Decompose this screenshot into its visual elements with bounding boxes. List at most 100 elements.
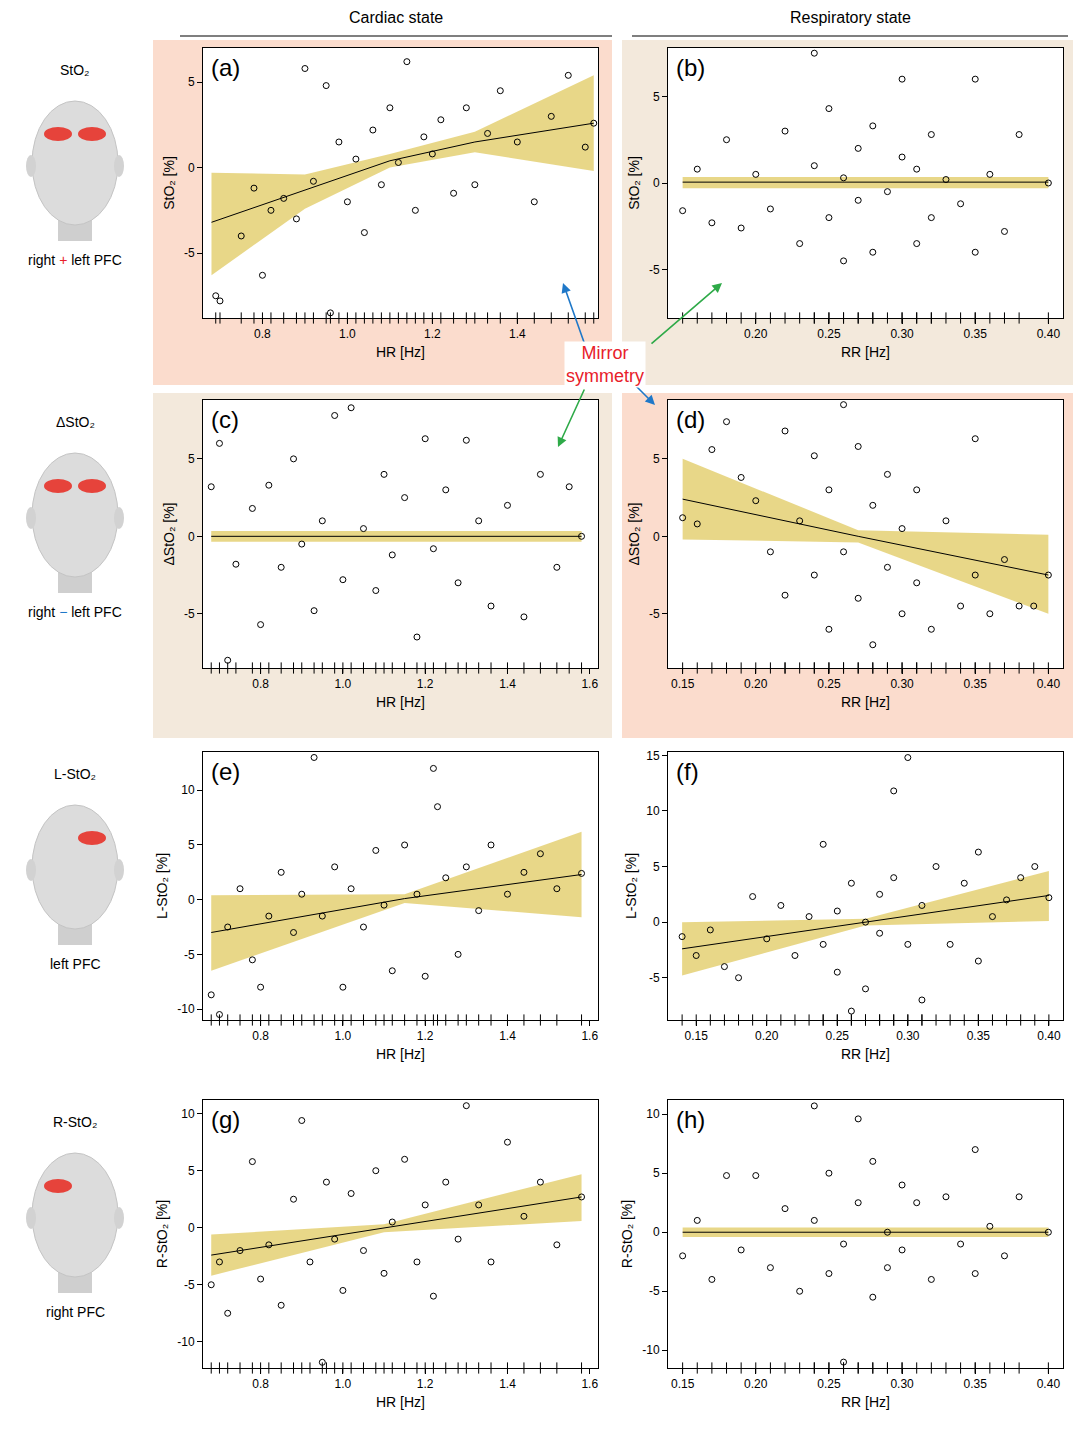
svg-text:-5: -5	[649, 1284, 660, 1298]
svg-text:(a): (a)	[211, 54, 240, 81]
svg-text:R-StO₂ [%]: R-StO₂ [%]	[154, 1200, 170, 1268]
svg-text:1.0: 1.0	[339, 327, 356, 341]
svg-text:HR [Hz]: HR [Hz]	[376, 344, 425, 360]
svg-text:1.0: 1.0	[335, 1029, 352, 1043]
svg-text:R-StO₂: R-StO₂	[53, 1114, 97, 1130]
svg-text:right − left PFC: right − left PFC	[28, 604, 122, 620]
svg-text:0.15: 0.15	[671, 1377, 695, 1391]
svg-text:0.25: 0.25	[817, 1377, 841, 1391]
svg-text:0.30: 0.30	[890, 677, 914, 691]
svg-text:ΔStO₂ [%]: ΔStO₂ [%]	[161, 502, 177, 565]
svg-text:HR [Hz]: HR [Hz]	[376, 1046, 425, 1062]
svg-text:L-StO₂ [%]: L-StO₂ [%]	[154, 853, 170, 919]
svg-text:-10: -10	[177, 1335, 195, 1349]
svg-text:5: 5	[188, 452, 195, 466]
svg-text:R-StO₂ [%]: R-StO₂ [%]	[619, 1200, 635, 1268]
svg-text:(d): (d)	[676, 406, 705, 433]
svg-text:0: 0	[188, 161, 195, 175]
svg-text:10: 10	[181, 783, 195, 797]
svg-text:0.40: 0.40	[1037, 1029, 1061, 1043]
svg-text:1.4: 1.4	[499, 677, 516, 691]
svg-text:RR [Hz]: RR [Hz]	[841, 694, 890, 710]
svg-text:(e): (e)	[211, 758, 240, 785]
svg-text:10: 10	[646, 1107, 660, 1121]
svg-text:L-StO₂: L-StO₂	[54, 766, 96, 782]
svg-text:1.4: 1.4	[499, 1029, 516, 1043]
svg-text:0.20: 0.20	[744, 327, 768, 341]
svg-text:1.6: 1.6	[581, 1377, 598, 1391]
svg-text:1.2: 1.2	[417, 677, 434, 691]
svg-text:left PFC: left PFC	[50, 956, 101, 972]
svg-text:0.15: 0.15	[685, 1029, 709, 1043]
svg-text:RR [Hz]: RR [Hz]	[841, 1046, 890, 1062]
svg-text:0.35: 0.35	[964, 1377, 988, 1391]
svg-text:StO₂ [%]: StO₂ [%]	[626, 156, 642, 210]
svg-text:(b): (b)	[676, 54, 705, 81]
svg-text:0.35: 0.35	[967, 1029, 991, 1043]
svg-text:15: 15	[646, 749, 660, 763]
svg-text:0: 0	[653, 1225, 660, 1239]
svg-text:5: 5	[653, 860, 660, 874]
svg-text:0: 0	[188, 530, 195, 544]
svg-text:1.6: 1.6	[581, 1029, 598, 1043]
svg-text:0.20: 0.20	[755, 1029, 779, 1043]
svg-text:HR [Hz]: HR [Hz]	[376, 694, 425, 710]
svg-text:1.2: 1.2	[417, 1377, 434, 1391]
svg-text:5: 5	[188, 75, 195, 89]
svg-text:-10: -10	[177, 1002, 195, 1016]
svg-text:1.4: 1.4	[509, 327, 526, 341]
svg-text:0.20: 0.20	[744, 1377, 768, 1391]
svg-text:0.25: 0.25	[826, 1029, 850, 1043]
svg-text:0.30: 0.30	[890, 327, 914, 341]
svg-text:(f): (f)	[676, 758, 699, 785]
svg-text:0.40: 0.40	[1037, 327, 1061, 341]
svg-text:RR [Hz]: RR [Hz]	[841, 344, 890, 360]
svg-text:right + left PFC: right + left PFC	[28, 252, 122, 268]
svg-text:ΔStO₂ [%]: ΔStO₂ [%]	[626, 502, 642, 565]
svg-text:RR [Hz]: RR [Hz]	[841, 1394, 890, 1410]
svg-text:0: 0	[188, 1221, 195, 1235]
svg-text:-5: -5	[649, 607, 660, 621]
svg-text:0: 0	[188, 893, 195, 907]
svg-text:0.8: 0.8	[252, 1029, 269, 1043]
svg-text:1.4: 1.4	[499, 1377, 516, 1391]
svg-text:10: 10	[646, 804, 660, 818]
svg-text:(g): (g)	[211, 1106, 240, 1133]
svg-text:0.8: 0.8	[252, 1377, 269, 1391]
svg-text:5: 5	[188, 1164, 195, 1178]
svg-text:(h): (h)	[676, 1106, 705, 1133]
svg-text:0.25: 0.25	[817, 677, 841, 691]
svg-text:1.2: 1.2	[424, 327, 441, 341]
svg-text:0.8: 0.8	[254, 327, 271, 341]
svg-text:1.6: 1.6	[581, 677, 598, 691]
svg-text:0: 0	[653, 530, 660, 544]
svg-text:0.25: 0.25	[817, 327, 841, 341]
svg-text:(c): (c)	[211, 406, 239, 433]
svg-text:0.35: 0.35	[964, 327, 988, 341]
svg-text:L-StO₂ [%]: L-StO₂ [%]	[623, 853, 639, 919]
svg-text:-5: -5	[649, 263, 660, 277]
svg-text:HR [Hz]: HR [Hz]	[376, 1394, 425, 1410]
svg-text:-5: -5	[649, 971, 660, 985]
svg-text:StO₂: StO₂	[60, 62, 90, 78]
svg-text:right PFC: right PFC	[46, 1304, 105, 1320]
svg-text:Mirrorsymmetry: Mirrorsymmetry	[566, 343, 644, 386]
svg-text:0.15: 0.15	[671, 677, 695, 691]
svg-text:0.30: 0.30	[890, 1377, 914, 1391]
svg-text:Cardiac state: Cardiac state	[349, 9, 443, 26]
svg-text:-5: -5	[184, 948, 195, 962]
svg-text:10: 10	[181, 1107, 195, 1121]
svg-text:StO₂ [%]: StO₂ [%]	[161, 156, 177, 210]
svg-text:1.2: 1.2	[417, 1029, 434, 1043]
svg-text:0.40: 0.40	[1037, 677, 1061, 691]
svg-text:1.0: 1.0	[335, 677, 352, 691]
svg-text:-5: -5	[184, 246, 195, 260]
svg-text:5: 5	[653, 1166, 660, 1180]
svg-text:0: 0	[653, 915, 660, 929]
svg-text:0.40: 0.40	[1037, 1377, 1061, 1391]
svg-text:-5: -5	[184, 1278, 195, 1292]
svg-text:0.35: 0.35	[964, 677, 988, 691]
svg-text:5: 5	[653, 452, 660, 466]
svg-text:0.8: 0.8	[252, 677, 269, 691]
svg-text:-10: -10	[642, 1343, 660, 1357]
